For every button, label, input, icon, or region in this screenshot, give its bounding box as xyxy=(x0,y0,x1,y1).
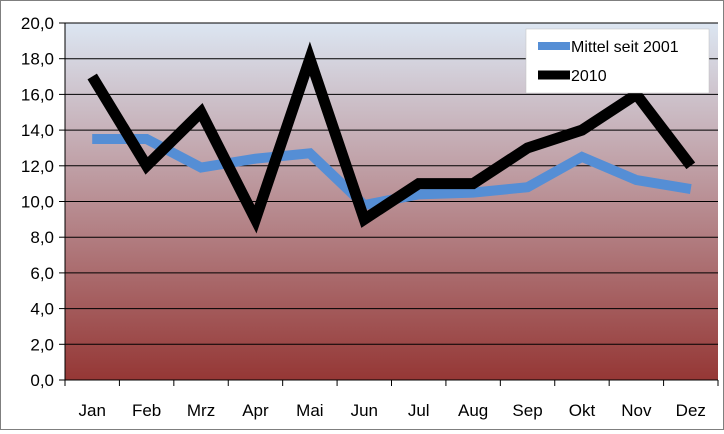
data-point xyxy=(473,183,474,184)
x-tick-label: Dez xyxy=(676,401,706,420)
y-tick-label: 8,0 xyxy=(30,228,54,247)
data-point xyxy=(146,139,147,140)
data-point xyxy=(146,165,147,166)
series-line-2010 xyxy=(87,41,696,234)
data-point xyxy=(309,153,310,154)
data-point xyxy=(581,156,582,157)
y-tick-label: 18,0 xyxy=(21,50,54,69)
legend: Mittel seit 2001 2010 xyxy=(525,28,710,94)
y-tick-label: 14,0 xyxy=(21,121,54,140)
x-tick-label: Feb xyxy=(132,401,161,420)
data-point xyxy=(364,219,365,220)
x-tick-label: Apr xyxy=(242,401,269,420)
data-point xyxy=(309,58,310,59)
data-point xyxy=(690,165,691,166)
x-tick-label: Jun xyxy=(351,401,378,420)
data-point xyxy=(255,158,256,159)
y-tick-label: 2,0 xyxy=(30,335,54,354)
x-tick-label: Mai xyxy=(296,401,323,420)
data-point xyxy=(255,219,256,220)
x-tick-label: Okt xyxy=(569,401,596,420)
x-tick-label: Mrz xyxy=(187,401,215,420)
y-tick-label: 20,0 xyxy=(21,14,54,33)
legend-label: 2010 xyxy=(571,68,607,85)
data-point xyxy=(581,130,582,131)
data-point xyxy=(636,94,637,95)
y-tick-label: 16,0 xyxy=(21,85,54,104)
series-lines xyxy=(87,41,696,234)
data-point xyxy=(201,167,202,168)
x-tick-label: Sep xyxy=(512,401,542,420)
data-point xyxy=(527,187,528,188)
data-point xyxy=(201,112,202,113)
data-point xyxy=(690,189,691,190)
axes: 0,0 2,0 4,0 6,0 8,0 10,0 12,0 14,0 16,0 18,0 20,0 J… xyxy=(21,14,719,420)
legend-label: Mittel seit 2001 xyxy=(571,39,679,56)
x-tick-label: Nov xyxy=(621,401,652,420)
x-tick-label: Aug xyxy=(458,401,488,420)
data-point xyxy=(92,139,93,140)
x-tick-label: Jul xyxy=(408,401,430,420)
y-tick-label: 6,0 xyxy=(30,264,54,283)
data-point xyxy=(92,76,93,77)
x-tick-label: Jan xyxy=(78,401,105,420)
y-tick-label: 10,0 xyxy=(21,193,54,212)
y-tick-label: 0,0 xyxy=(30,371,54,390)
data-point xyxy=(418,183,419,184)
data-point xyxy=(418,194,419,195)
y-tick-label: 4,0 xyxy=(30,300,54,319)
legend-box xyxy=(525,28,710,94)
data-point xyxy=(527,147,528,148)
data-point xyxy=(473,192,474,193)
gridlines xyxy=(65,22,718,345)
data-point xyxy=(636,180,637,181)
y-tick-label: 12,0 xyxy=(21,157,54,176)
